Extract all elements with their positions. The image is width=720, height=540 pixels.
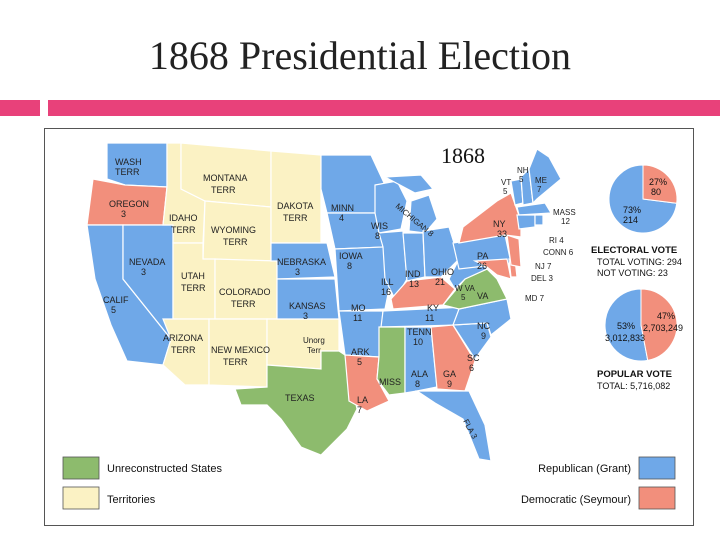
svg-text:SC6: SC 6 xyxy=(467,353,480,373)
state-georgia xyxy=(430,324,476,392)
popular-rep-value: 3,012,833 xyxy=(605,333,645,343)
popular-rep-pct: 53% xyxy=(617,321,635,331)
state-kansas xyxy=(276,278,340,320)
electoral-rep-pct: 73% xyxy=(623,205,641,215)
legend-swatch-unreconstructed xyxy=(62,456,100,480)
state-rhode-island xyxy=(534,214,544,226)
terr-dakota xyxy=(270,150,322,244)
svg-text:NH5: NH 5 xyxy=(517,166,529,184)
popular-dem-pct: 47% xyxy=(657,311,675,321)
map-year: 1868 xyxy=(441,143,485,168)
popular-vote-pie: 47% 2,703,249 53% 3,012,833 xyxy=(604,288,683,362)
state-alabama xyxy=(404,326,438,394)
state-michigan xyxy=(382,174,438,234)
svg-text:DEL 3: DEL 3 xyxy=(531,274,553,283)
svg-text:VA: VA xyxy=(477,291,488,301)
electoral-pie-democratic-slice xyxy=(642,164,678,204)
state-tennessee xyxy=(380,306,466,328)
electoral-total-voting: TOTAL VOTING: 294 xyxy=(597,257,682,267)
popular-heading: POPULAR VOTE xyxy=(597,369,672,380)
state-ohio xyxy=(422,226,460,278)
state-new-york xyxy=(458,192,522,244)
legend-label-territories: Territories xyxy=(107,494,156,506)
svg-text:RI 4: RI 4 xyxy=(549,236,564,245)
slide-title: 1868 Presidential Election xyxy=(148,33,572,78)
state-missouri xyxy=(334,246,392,312)
svg-text:ME7: ME 7 xyxy=(535,176,547,194)
svg-text:VT5: VT 5 xyxy=(501,178,511,196)
svg-text:MD 7: MD 7 xyxy=(525,294,545,303)
electoral-not-voting: NOT VOTING: 23 xyxy=(597,268,668,278)
svg-text:MISS: MISS xyxy=(379,377,401,387)
legend-swatch-democratic xyxy=(638,486,676,510)
state-texas xyxy=(234,350,358,456)
electoral-rep-value: 214 xyxy=(623,215,638,225)
svg-text:TEXAS: TEXAS xyxy=(285,393,315,403)
state-new-jersey xyxy=(506,234,522,268)
legend-label-unreconstructed: Unreconstructed States xyxy=(107,463,222,475)
legend: Unreconstructed States Territories Repub… xyxy=(62,456,676,510)
popular-pie-republican-slice xyxy=(604,288,649,362)
accent-bar-right xyxy=(48,100,720,116)
state-shapes xyxy=(86,142,562,462)
legend-label-republican: Republican (Grant) xyxy=(538,463,631,475)
svg-text:CONN 6: CONN 6 xyxy=(543,248,574,257)
state-maine xyxy=(528,148,562,205)
svg-text:LA7: LA 7 xyxy=(357,395,368,415)
state-florida xyxy=(415,390,492,462)
electoral-heading: ELECTORAL VOTE xyxy=(591,245,677,256)
svg-text:NC9: NC 9 xyxy=(477,321,490,341)
popular-dem-value: 2,703,249 xyxy=(643,323,683,333)
svg-text:NJ 7: NJ 7 xyxy=(535,262,552,271)
electoral-vote-pie: 27% 80 73% 214 xyxy=(608,164,678,234)
state-maryland xyxy=(472,258,512,280)
electoral-dem-value: 80 xyxy=(651,187,661,197)
state-connecticut xyxy=(516,214,536,230)
legend-swatch-territories xyxy=(62,486,100,510)
svg-text:GA9: GA 9 xyxy=(443,369,456,389)
electoral-dem-pct: 27% xyxy=(649,177,667,187)
svg-text:W VA5: W VA 5 xyxy=(455,284,476,302)
popular-pie-democratic-slice xyxy=(640,288,678,361)
legend-label-democratic: Democratic (Seymour) xyxy=(521,494,631,506)
legend-swatch-republican xyxy=(638,456,676,480)
accent-bar-left xyxy=(0,100,40,116)
election-map-figure: WASH TERR OREGON 3 IDAHO TERR MONTANA TERR W… xyxy=(44,128,694,526)
popular-total: TOTAL: 5,716,082 xyxy=(597,381,670,391)
election-map: WASH TERR OREGON 3 IDAHO TERR MONTANA TERR W… xyxy=(62,142,683,510)
state-massachusetts xyxy=(516,202,553,216)
